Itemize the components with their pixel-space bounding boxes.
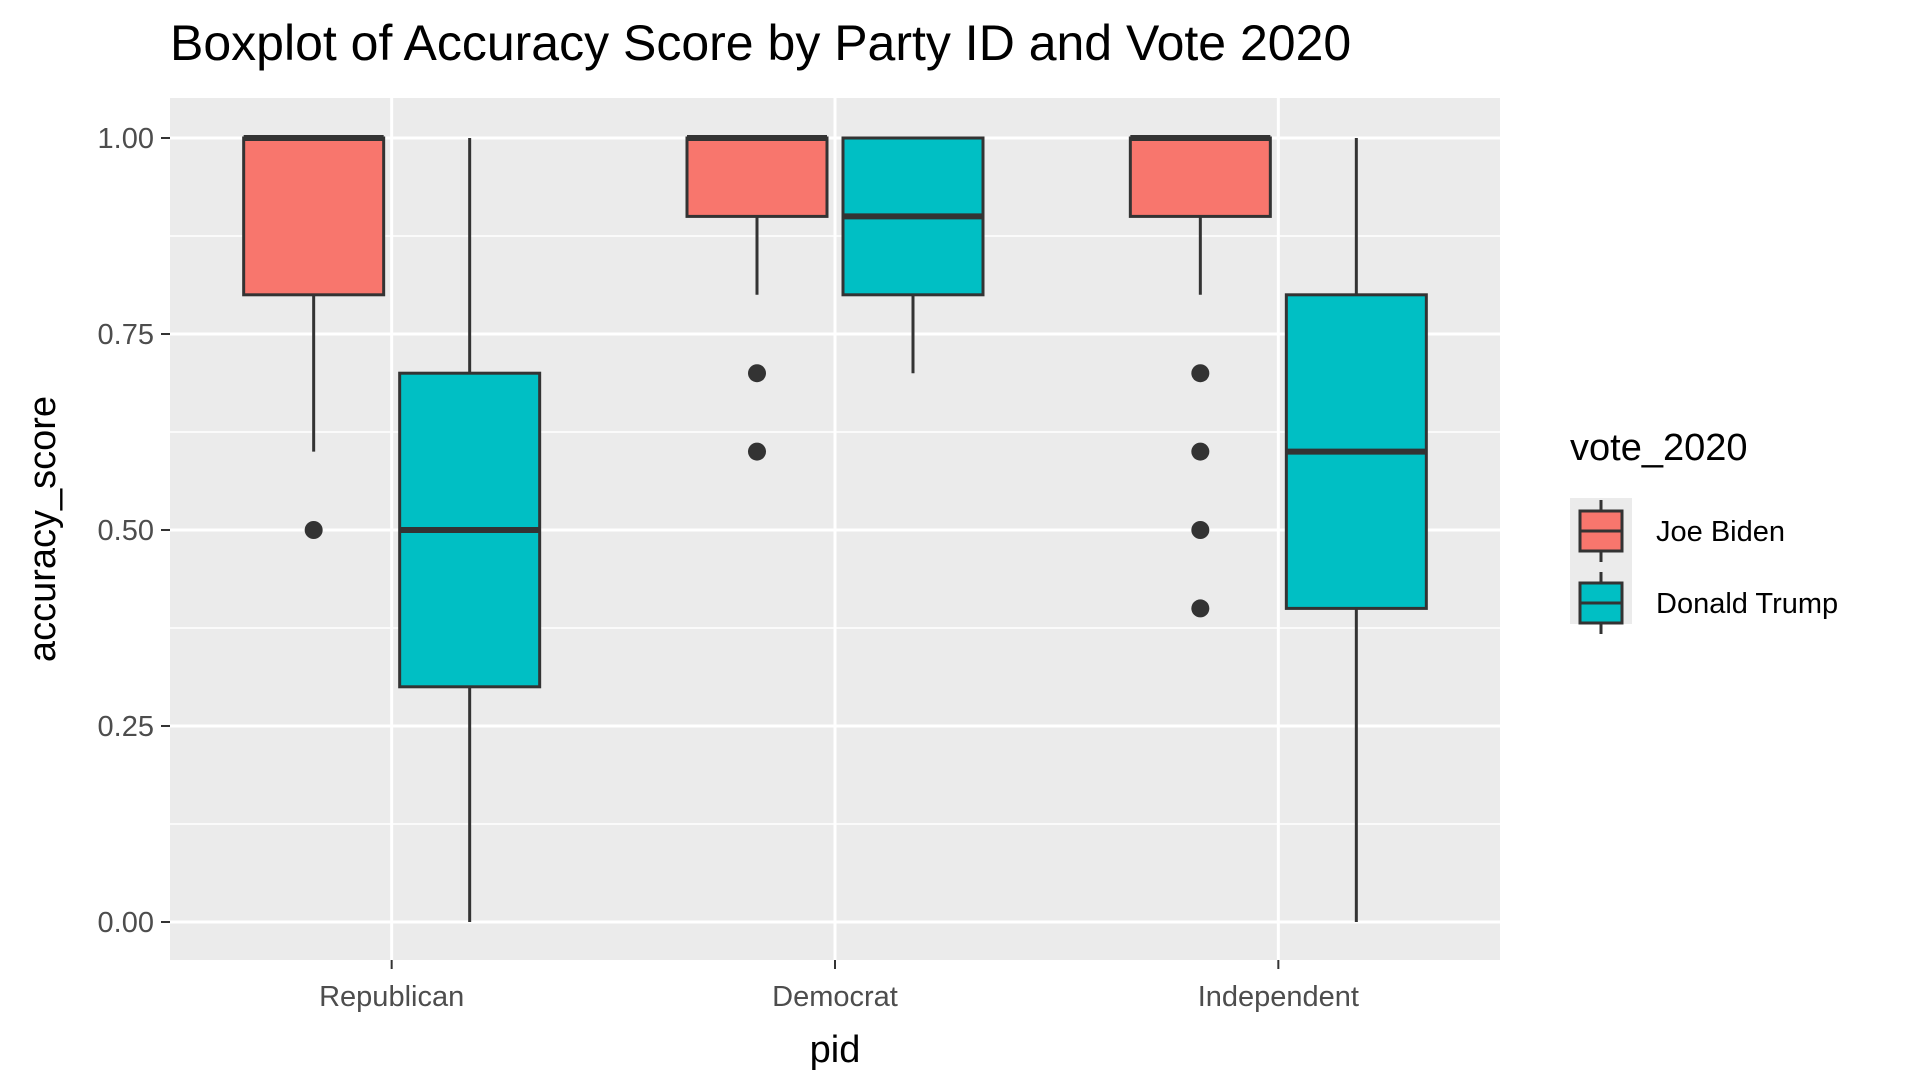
x-axis-title: pid [810,1029,861,1071]
outlier-point [748,442,766,461]
box-republican-donald-trump [398,138,542,922]
box-democrat-donald-trump [841,136,985,374]
y-axis-ticks: 0.00 0.25 0.50 0.75 1.00 [98,123,170,939]
box-republican-joe-biden [242,135,386,539]
y-axis-title: accuracy_score [22,396,64,662]
legend-title: vote_2020 [1570,427,1748,469]
legend: Joe Biden Donald Trump [1570,498,1838,634]
box-body [242,136,386,297]
box-body [1128,136,1272,218]
box-democrat-joe-biden [685,135,829,461]
y-tick-label: 0.25 [98,711,154,743]
y-tick-label: 0.50 [98,515,154,547]
outlier-point [1191,521,1210,539]
y-tick-label: 0.00 [98,907,154,939]
outlier-point [1191,364,1210,383]
x-tick-label: Democrat [772,981,898,1013]
x-tick-label: Independent [1198,981,1359,1013]
outlier-point [304,521,323,539]
y-tick-label: 0.75 [98,319,154,351]
outlier-point [748,364,766,383]
box-body [685,136,829,218]
x-axis-ticks: Republican Democrat Independent [319,960,1359,1013]
y-tick-label: 1.00 [98,123,154,155]
boxes [242,135,1428,922]
grid-lines [170,98,1500,960]
legend-key-joe-biden [1578,500,1624,562]
box-independent-joe-biden [1128,135,1272,618]
x-tick-label: Republican [319,981,464,1013]
outlier-point [1191,442,1210,461]
chart-title: Boxplot of Accuracy Score by Party ID an… [170,15,1352,71]
legend-label: Joe Biden [1656,516,1785,548]
legend-label: Donald Trump [1656,588,1838,620]
box-independent-donald-trump [1284,138,1428,922]
outlier-point [1191,599,1210,618]
legend-key-donald-trump [1578,572,1624,634]
